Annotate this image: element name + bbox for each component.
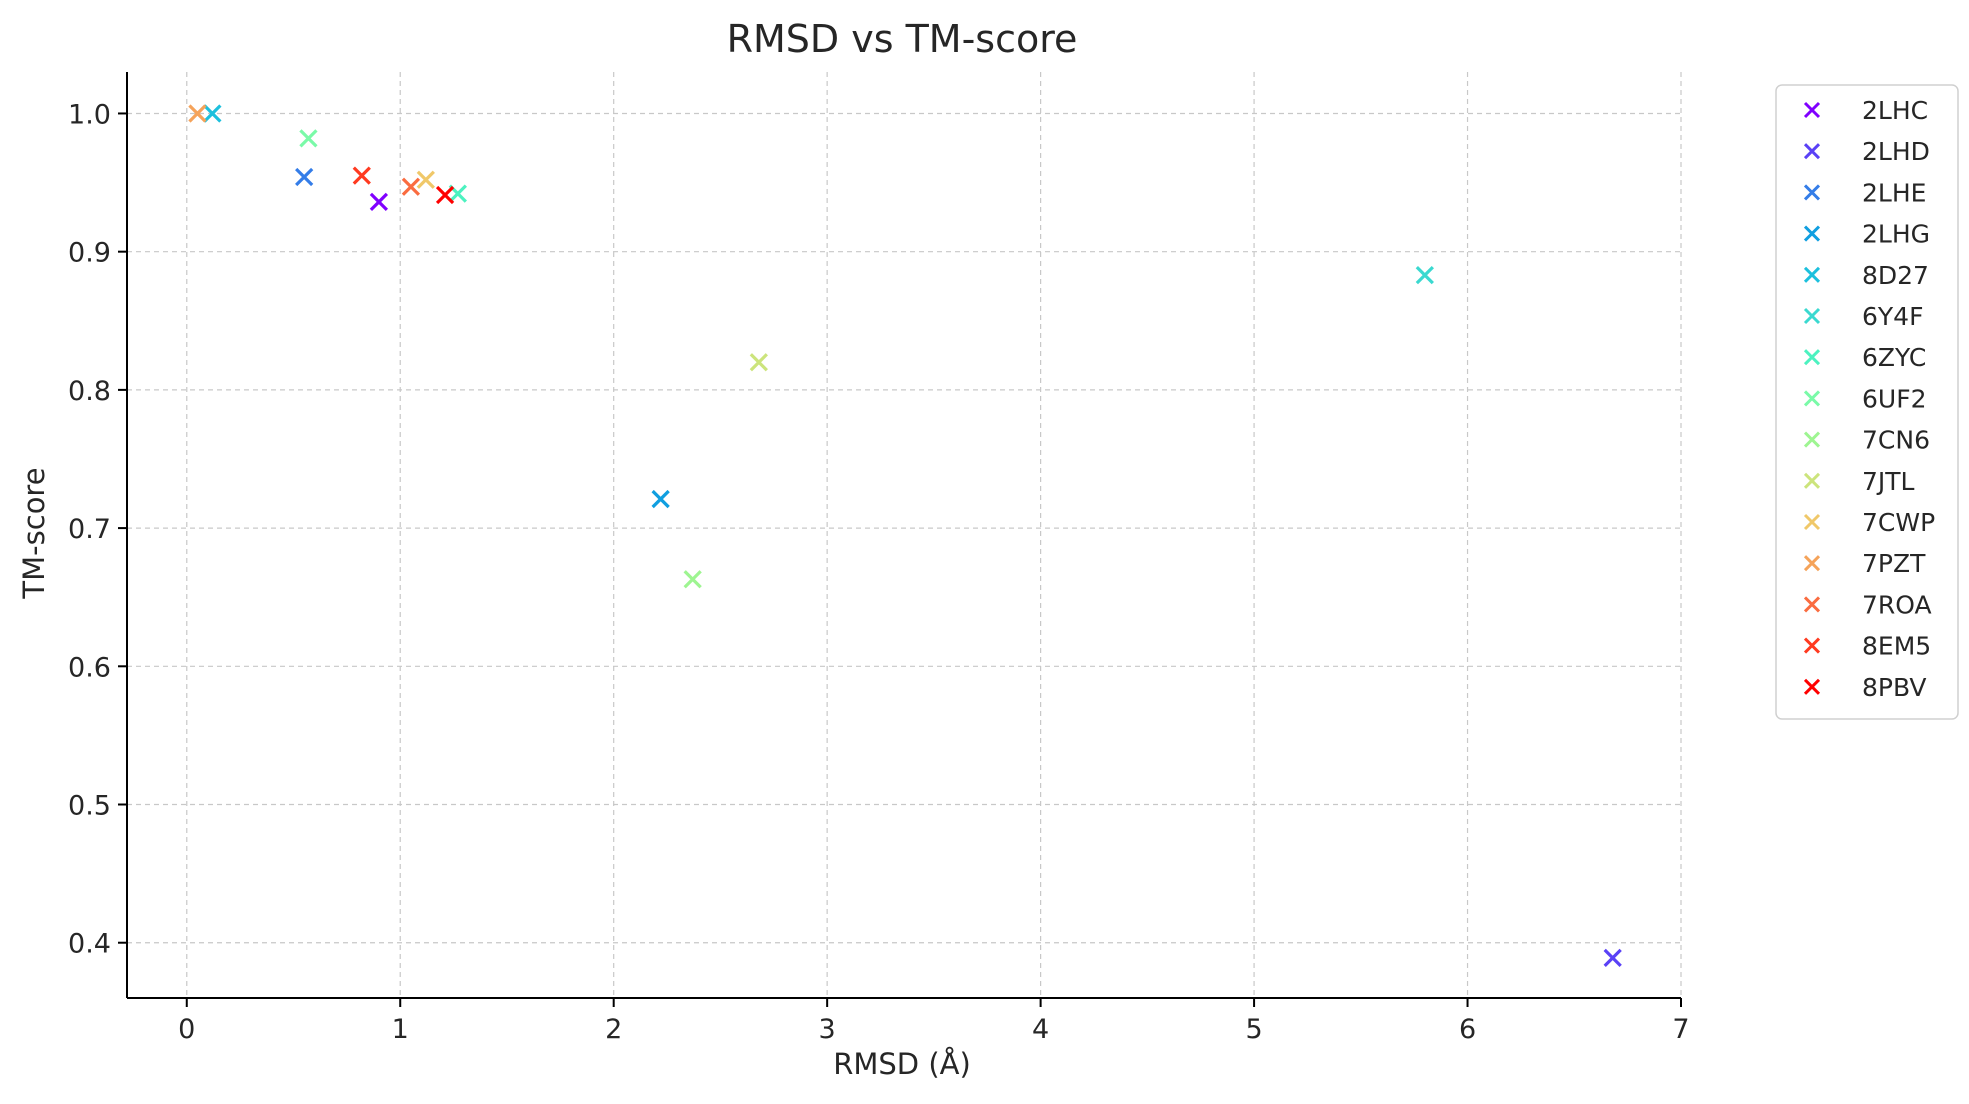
x-tick-label: 6 (1459, 1014, 1476, 1045)
y-tick-label: 0.6 (68, 652, 111, 683)
x-tick-label: 0 (178, 1014, 195, 1045)
legend-label: 7JTL (1862, 467, 1915, 496)
grid-lines (127, 72, 1682, 998)
legend-item-6uf2: 6UF2 (1803, 384, 1927, 413)
data-point-2lhc (369, 192, 389, 212)
data-point-6y4f (1415, 266, 1434, 285)
y-axis-label: TM-score (17, 467, 51, 599)
data-point-8pbv (435, 185, 455, 205)
data-point-8em5 (352, 166, 371, 185)
axes: 0 1 2 3 4 5 6 7 0.4 0.5 0.6 0.7 0.8 0.9 1.0 (68, 72, 1690, 1045)
legend-marker (1803, 596, 1821, 613)
legend-label: 6ZYC (1862, 343, 1926, 372)
legend-marker (1803, 513, 1821, 531)
data-point-7pzt (188, 104, 207, 123)
y-tick-label: 0.5 (68, 791, 111, 822)
x-tick-label: 1 (392, 1014, 409, 1045)
x-tick-label: 3 (819, 1014, 836, 1045)
legend-marker (1803, 184, 1821, 201)
legend-label: 8D27 (1862, 261, 1929, 290)
data-point-7jtl (749, 353, 768, 372)
legend-label: 6UF2 (1862, 384, 1927, 413)
legend-item-8d27: 8D27 (1803, 261, 1929, 290)
legend-item-7roa: 7ROA (1803, 590, 1932, 619)
x-tick-label: 2 (605, 1014, 622, 1045)
legend-marker (1803, 101, 1821, 119)
data-point-2lhe (295, 167, 314, 187)
y-tick-label: 1.0 (68, 99, 111, 130)
data-point-8d27 (203, 104, 222, 123)
legend-item-2lhe: 2LHE (1803, 178, 1926, 207)
legend-item-6y4f: 6Y4F (1803, 302, 1923, 331)
legend-item-2lhd: 2LHD (1803, 137, 1930, 166)
legend-marker (1803, 307, 1821, 325)
legend-marker (1803, 266, 1821, 283)
y-tick-label: 0.8 (68, 376, 111, 407)
legend-item-2lhc: 2LHC (1803, 96, 1928, 125)
legend: 2LHC 2LHD 2LHE 2LHG 8D27 6Y4F 6ZYC 6UF2 7CN6 7JTL… (1775, 84, 1959, 720)
legend-item-7pzt: 7PZT (1803, 549, 1926, 578)
legend-label: 6Y4F (1862, 302, 1923, 331)
legend-marker (1803, 390, 1821, 407)
legend-label: 2LHC (1862, 96, 1928, 125)
x-axis-label: RMSD (Å) (833, 1047, 971, 1081)
data-point-7cn6 (683, 570, 702, 589)
legend-label: 7CWP (1862, 508, 1935, 537)
legend-label: 7ROA (1862, 590, 1932, 619)
legend-item-8pbv: 8PBV (1803, 673, 1926, 702)
legend-marker (1803, 143, 1821, 160)
legend-marker (1803, 349, 1821, 366)
legend-label: 2LHE (1862, 178, 1926, 207)
y-tick-label: 0.7 (68, 514, 111, 545)
legend-item-7cn6: 7CN6 (1803, 426, 1930, 455)
x-tick-label: 5 (1245, 1014, 1262, 1045)
data-point-6uf2 (299, 129, 318, 148)
legend-label: 8PBV (1862, 673, 1926, 702)
data-point-7cwp (416, 170, 435, 189)
legend-label: 2LHG (1862, 220, 1930, 249)
legend-label: 7CN6 (1862, 426, 1930, 455)
legend-marker (1803, 555, 1821, 572)
legend-item-6zyc: 6ZYC (1803, 343, 1926, 372)
data-point-2lhd (1603, 948, 1622, 968)
legend-label: 8EM5 (1862, 632, 1931, 661)
legend-item-7cwp: 7CWP (1803, 508, 1935, 537)
legend-item-7jtl: 7JTL (1803, 467, 1915, 496)
data-point-2lhg (651, 489, 670, 509)
data-points (188, 104, 1622, 968)
legend-label: 7PZT (1862, 549, 1926, 578)
y-tick-label: 0.9 (68, 238, 111, 269)
legend-marker (1803, 431, 1821, 448)
data-point-7roa (401, 177, 421, 196)
legend-item-8em5: 8EM5 (1803, 632, 1931, 661)
legend-marker (1803, 225, 1821, 242)
legend-label: 2LHD (1862, 137, 1930, 166)
legend-frame (1775, 84, 1959, 720)
legend-marker (1803, 678, 1821, 695)
x-tick-label: 7 (1672, 1014, 1689, 1045)
legend-marker (1803, 637, 1821, 654)
x-tick-label: 4 (1032, 1014, 1049, 1045)
legend-item-2lhg: 2LHG (1803, 220, 1930, 249)
legend-marker (1803, 472, 1821, 489)
chart-title: RMSD vs TM-score (727, 17, 1078, 61)
y-tick-label: 0.4 (68, 929, 111, 960)
